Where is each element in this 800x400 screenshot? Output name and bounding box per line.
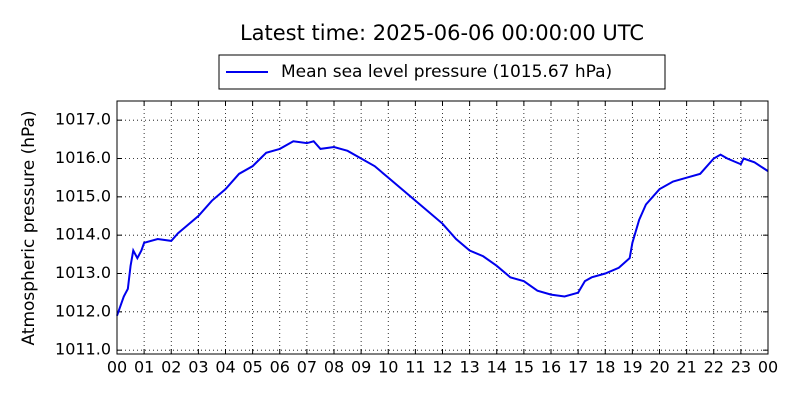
x-tick-label: 04 — [215, 358, 235, 377]
x-tick-label: 16 — [541, 358, 561, 377]
x-tick-label: 15 — [514, 358, 534, 377]
x-tick-label: 20 — [649, 358, 669, 377]
x-tick-label: 17 — [568, 358, 588, 377]
x-tick-label: 14 — [487, 358, 507, 377]
x-tick-label: 11 — [405, 358, 425, 377]
y-tick-label: 1012.0 — [55, 301, 111, 320]
x-tick-label: 21 — [676, 358, 696, 377]
x-tick-label: 02 — [161, 358, 181, 377]
x-tick-label: 03 — [188, 358, 208, 377]
chart-title: Latest time: 2025-06-06 00:00:00 UTC — [240, 21, 644, 45]
x-tick-label: 06 — [270, 358, 290, 377]
x-tick-label: 08 — [324, 358, 344, 377]
y-tick-label: 1016.0 — [55, 148, 111, 167]
x-tick-label: 10 — [378, 358, 398, 377]
y-tick-label: 1017.0 — [55, 110, 111, 129]
x-tick-label: 23 — [731, 358, 751, 377]
legend-label: Mean sea level pressure (1015.67 hPa) — [281, 62, 612, 82]
y-tick-label: 1015.0 — [55, 186, 111, 205]
x-tick-label: 00 — [758, 358, 778, 377]
x-tick-label: 00 — [107, 358, 127, 377]
y-tick-label: 1014.0 — [55, 225, 111, 244]
x-tick-label: 05 — [242, 358, 262, 377]
x-tick-label: 19 — [622, 358, 642, 377]
x-tick-label: 07 — [297, 358, 317, 377]
y-axis-label: Atmospheric pressure (hPa) — [19, 110, 39, 345]
series-line — [116, 140, 769, 317]
x-tick-label: 09 — [351, 358, 371, 377]
x-tick-label: 18 — [595, 358, 615, 377]
x-tick-label: 13 — [459, 358, 479, 377]
plot-frame — [116, 100, 769, 355]
x-tick-label: 22 — [704, 358, 724, 377]
x-tick-label: 01 — [134, 358, 154, 377]
x-tick-label: 12 — [432, 358, 452, 377]
y-tick-label: 1011.0 — [55, 340, 111, 359]
y-tick-label: 1013.0 — [55, 263, 111, 282]
legend-box — [218, 54, 666, 90]
